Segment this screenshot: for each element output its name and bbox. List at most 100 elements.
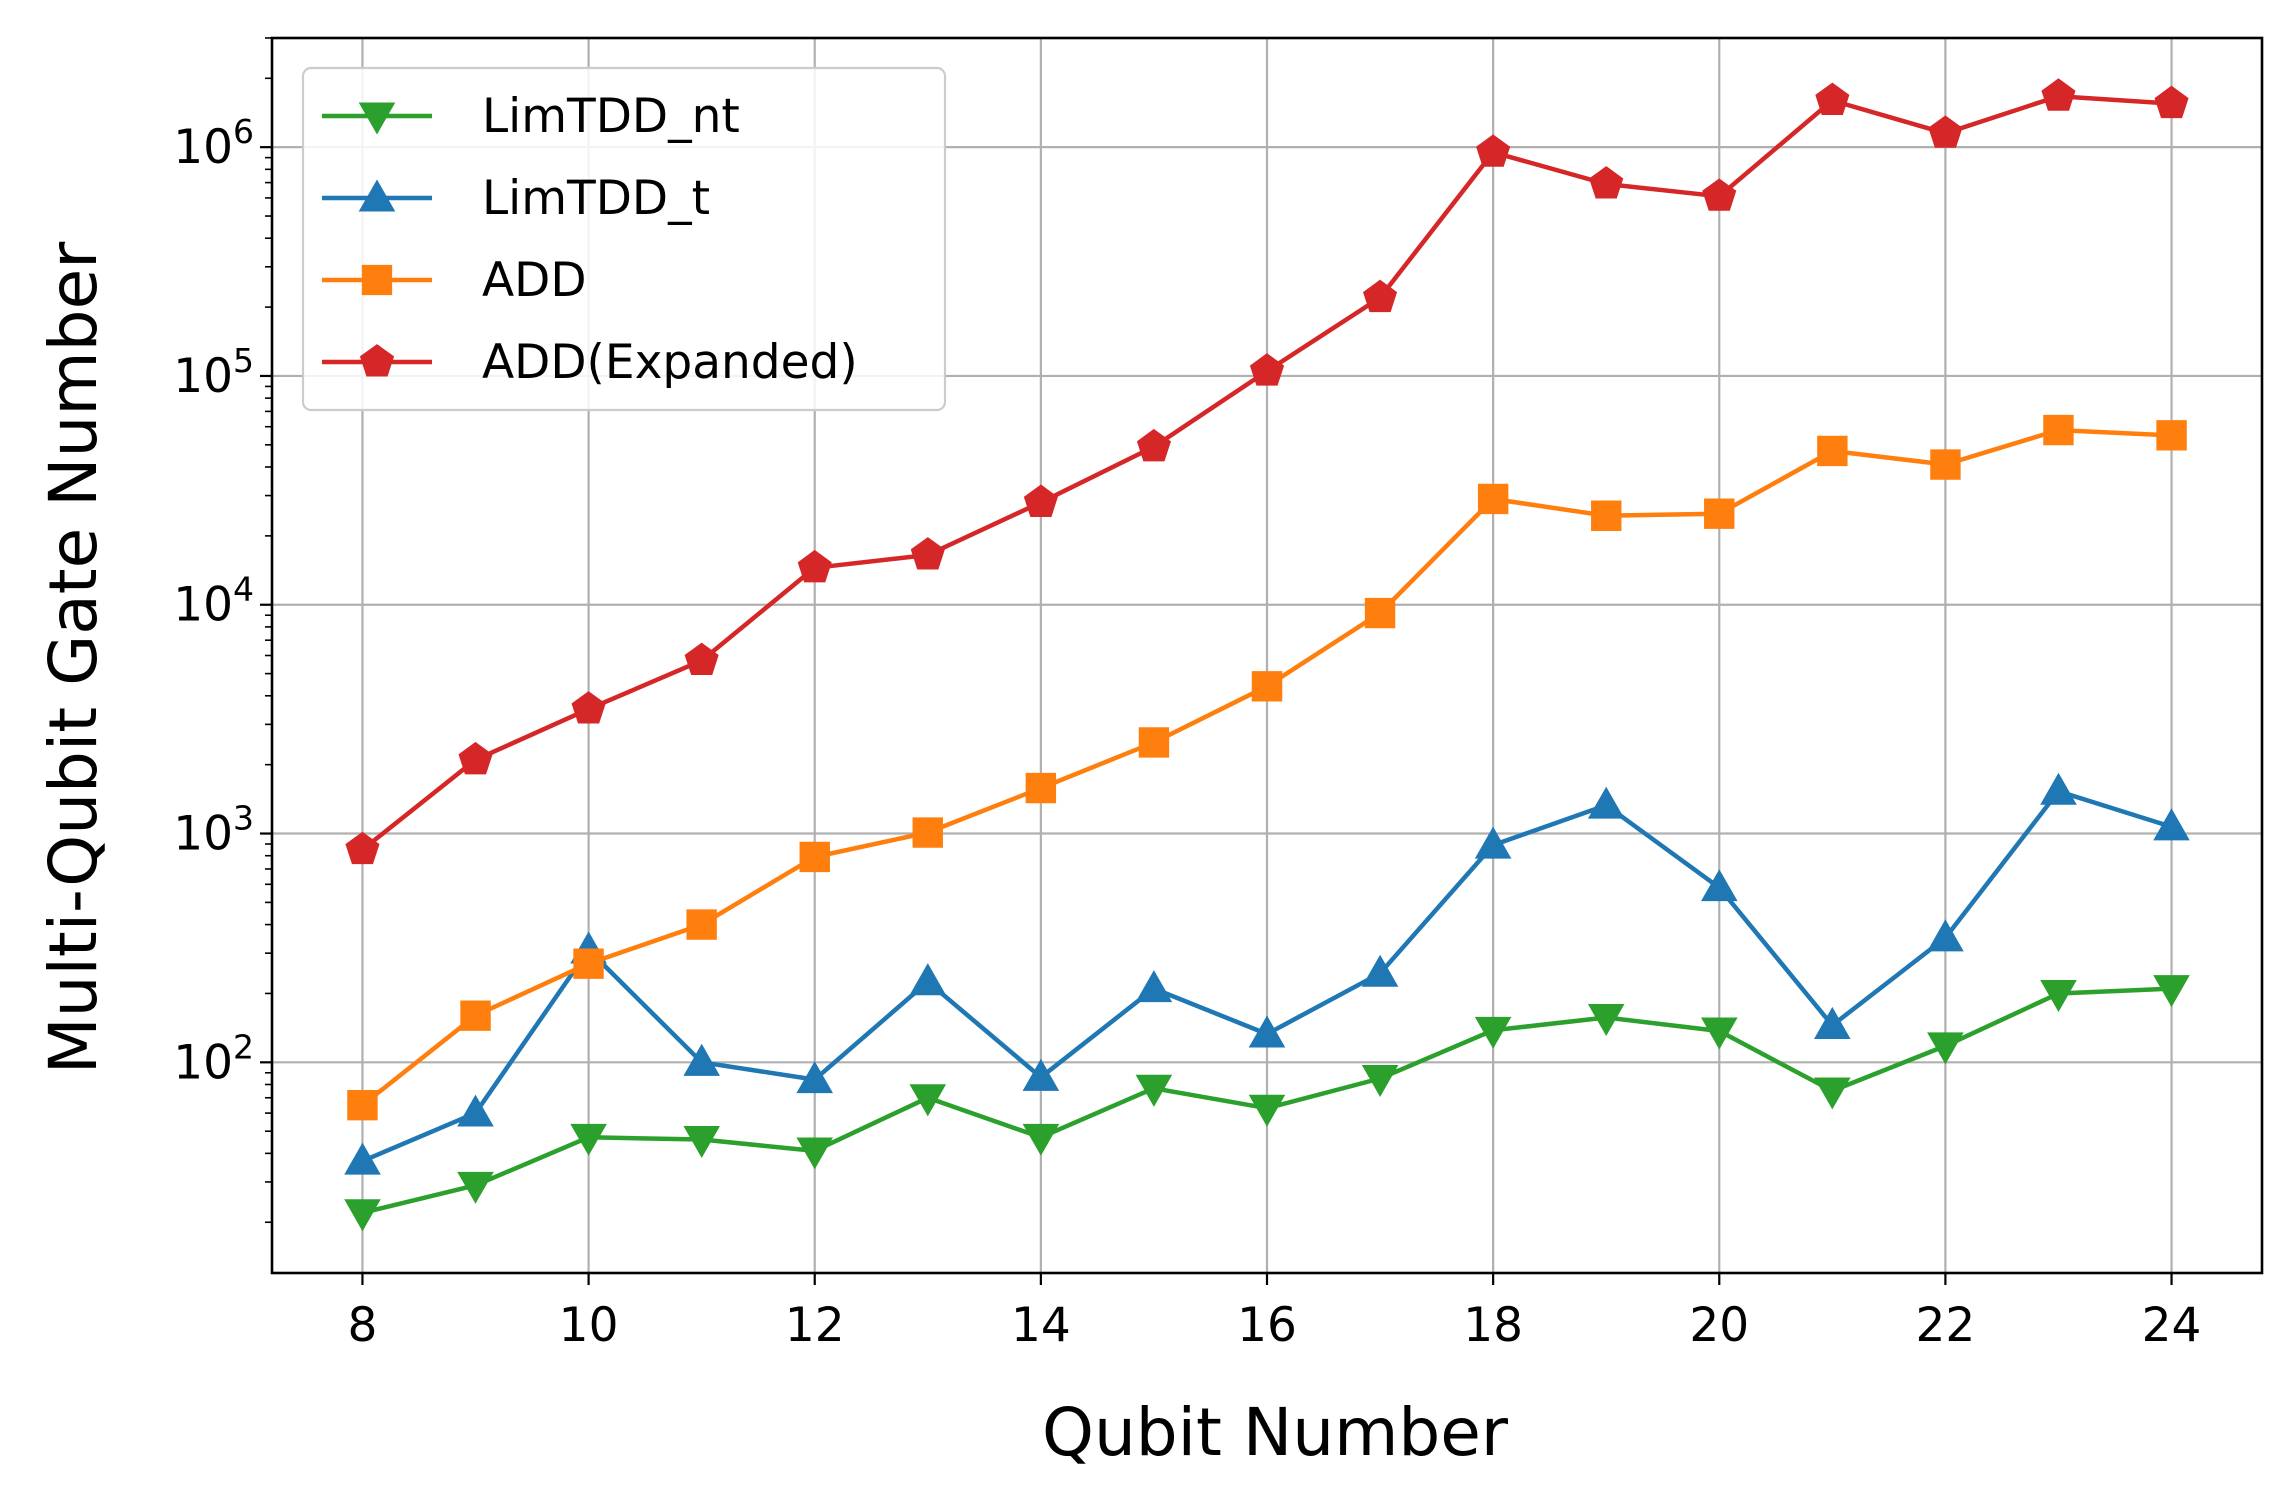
data-point [458,741,493,775]
y-tick-label: 102 [173,1027,254,1090]
legend-item: LimTDD_nt [322,89,740,144]
x-tick-label: 14 [1011,1298,1071,1353]
y-axis-title: Multi-Qubit Gate Number [35,241,112,1074]
data-point [1589,166,1624,199]
data-point [457,1094,494,1127]
data-point [1814,1006,1851,1039]
x-tick-label: 24 [2142,1298,2202,1353]
data-point [571,691,606,724]
data-point [796,1137,833,1170]
legend-item: LimTDD_t [322,171,710,226]
legend-label: LimTDD_t [482,171,710,226]
legend-box [301,66,947,412]
data-point [457,1171,494,1204]
data-point [1817,435,1848,467]
series-limtdd-t [344,772,2190,1175]
data-point [2156,420,2187,451]
data-point [797,549,832,583]
x-tick-label: 8 [348,1298,378,1353]
legend-marker [358,102,396,135]
x-tick-label: 16 [1237,1298,1297,1353]
y-tick-label: 104 [173,570,254,633]
data-point [2040,979,2077,1013]
data-point [1587,786,1625,819]
data-point [2043,414,2074,446]
data-point [1814,1077,1851,1110]
legend-label: ADD(Expanded) [482,335,858,390]
legend: LimTDD_nt LimTDD_t ADD ADD(Expanded) [301,66,947,412]
data-point [796,1061,833,1094]
data-point [1025,772,1057,804]
data-point [1361,1064,1399,1098]
x-tick-label: 12 [785,1298,845,1353]
legend-marker [359,344,395,377]
legend-marker [361,264,393,296]
data-point [1361,954,1399,987]
data-point [2153,808,2190,841]
y-tick-label: 105 [173,341,254,404]
axis-labels: Qubit Number Multi-Qubit Gate Number [35,241,1509,1471]
data-point [799,841,830,873]
axes: 8 10 12 14 16 18 20 22 24 102 103 104 105 106 [173,36,2264,1353]
data-point [683,1043,720,1076]
series-add [347,414,2187,1121]
data-point [683,1125,720,1159]
data-point [910,537,945,570]
data-point [344,1199,381,1232]
data-point [1928,115,1963,148]
data-point [1591,500,1622,531]
data-point [1023,484,1058,517]
data-point [909,1084,947,1117]
data-point [344,1142,381,1175]
data-point [1251,671,1283,702]
series-limtdd-nt [344,975,2190,1232]
data-point [1138,727,1170,758]
data-point [2041,78,2076,111]
data-point [1704,498,1735,529]
legend-label: LimTDD_nt [482,89,740,144]
data-point [1927,1032,1964,1065]
series-group [344,78,2190,1232]
x-tick-label: 20 [1689,1298,1749,1353]
data-point [1476,134,1511,167]
legend-label: ADD [482,253,587,308]
data-point [1022,1058,1060,1091]
data-point [1701,869,1738,902]
x-tick-label: 18 [1463,1298,1523,1353]
data-point [686,909,717,940]
data-point [1474,1016,1512,1049]
x-tick-label: 22 [1916,1298,1976,1353]
data-point [1135,970,1173,1003]
data-point [573,948,604,979]
data-point [2154,85,2189,119]
data-point [1702,178,1737,211]
data-point [2153,975,2190,1008]
data-point [1135,1074,1173,1107]
data-point [1248,1015,1286,1048]
x-axis-title: Qubit Number [1042,1394,1509,1471]
data-point [345,831,380,865]
data-point [570,1123,607,1156]
data-point [1815,82,1850,115]
data-point [460,1000,491,1031]
data-point [1927,919,1964,952]
data-point [2040,772,2077,805]
data-point [912,817,943,848]
data-point [1249,353,1285,386]
data-point [1474,826,1512,859]
data-point [1477,483,1509,515]
legend-item: ADD(Expanded) [322,335,858,390]
legend-marker [358,179,396,212]
data-point [347,1089,378,1121]
x-tick-label: 10 [559,1298,619,1353]
y-tick-label: 103 [173,799,254,862]
data-point [1248,1094,1286,1127]
data-point [1136,428,1171,462]
series-add-expanded- [345,78,2189,865]
data-point [909,963,947,996]
data-point [1587,1004,1625,1037]
data-point [1364,597,1396,629]
data-point [1022,1123,1060,1156]
data-point [684,642,719,676]
